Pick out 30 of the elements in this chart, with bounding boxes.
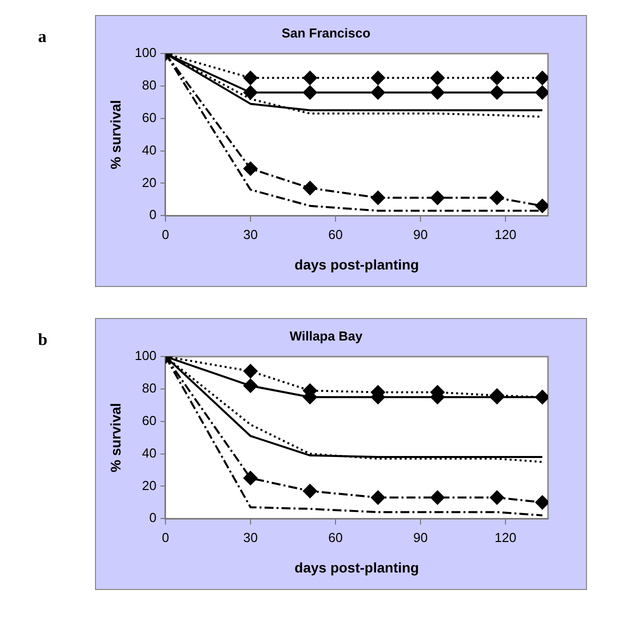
y-tick-label: 20 bbox=[142, 174, 156, 190]
x-tick-label: 0 bbox=[162, 226, 170, 242]
x-axis-title: days post-planting bbox=[294, 559, 419, 576]
chart-title: Willapa Bay bbox=[290, 328, 364, 344]
y-tick-label: 100 bbox=[134, 45, 156, 60]
y-axis-title: % survival bbox=[107, 100, 124, 170]
x-tick-label: 30 bbox=[243, 226, 258, 242]
x-tick-label: 30 bbox=[243, 530, 258, 545]
y-axis-title: % survival bbox=[107, 402, 124, 472]
x-tick-label: 120 bbox=[494, 530, 516, 545]
text: b bbox=[38, 330, 48, 350]
x-tick-label: 90 bbox=[413, 530, 428, 545]
y-tick-label: 40 bbox=[142, 445, 156, 460]
text: a bbox=[38, 27, 46, 47]
x-tick-label: 60 bbox=[328, 530, 343, 545]
x-tick-label: 0 bbox=[162, 530, 170, 545]
x-axis-title: days post-planting bbox=[294, 256, 419, 272]
y-tick-label: 60 bbox=[142, 412, 156, 428]
x-tick-label: 90 bbox=[413, 226, 428, 242]
x-tick-label: 60 bbox=[328, 226, 343, 242]
x-tick-label: 120 bbox=[494, 226, 516, 242]
y-tick-label: 0 bbox=[149, 510, 156, 526]
chart-title: San Francisco bbox=[282, 25, 370, 40]
y-tick-label: 80 bbox=[142, 78, 156, 93]
y-tick-label: 80 bbox=[142, 380, 156, 396]
y-tick-label: 20 bbox=[142, 478, 156, 493]
y-tick-label: 100 bbox=[134, 348, 156, 364]
y-tick-label: 0 bbox=[149, 207, 156, 222]
y-tick-label: 40 bbox=[142, 142, 156, 158]
y-tick-label: 60 bbox=[142, 110, 156, 125]
